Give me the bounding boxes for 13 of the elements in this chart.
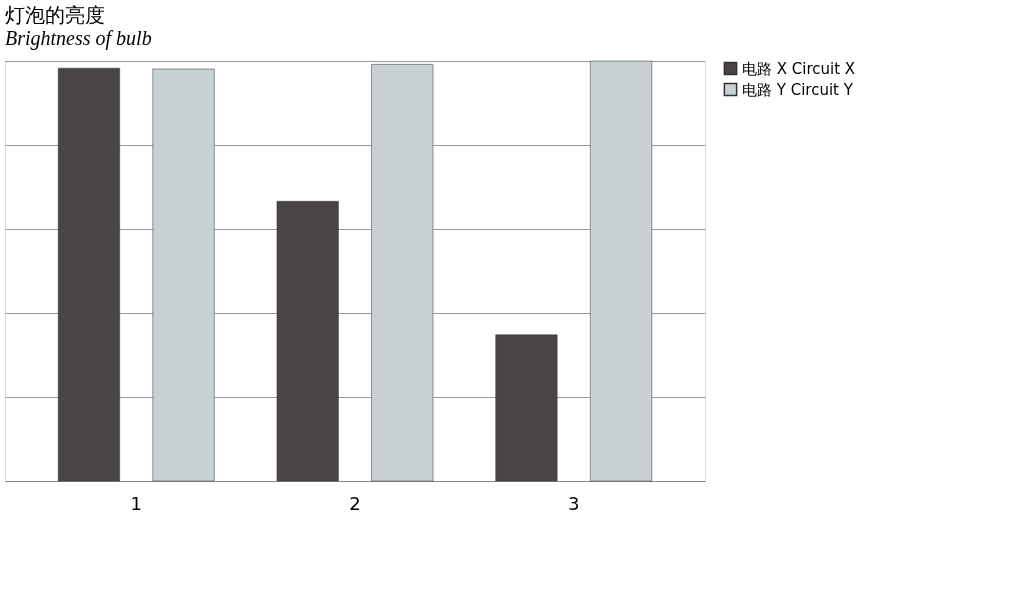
x-tick-label: 2 <box>349 492 361 514</box>
bar <box>57 67 120 482</box>
bar <box>495 334 558 482</box>
x-tick-label: 3 <box>568 492 580 514</box>
bar <box>371 64 434 482</box>
bar <box>152 68 215 482</box>
legend-label: 电路 X Circuit X <box>742 59 856 78</box>
legend-label: 电路 Y Circuit Y <box>742 80 854 99</box>
x-tick-label: 1 <box>130 492 142 514</box>
chart-subtitle: Brightness of bulb <box>5 26 152 50</box>
chart-title: 灯泡的亮度 <box>5 2 105 27</box>
bar <box>590 60 653 482</box>
bar <box>276 201 339 482</box>
